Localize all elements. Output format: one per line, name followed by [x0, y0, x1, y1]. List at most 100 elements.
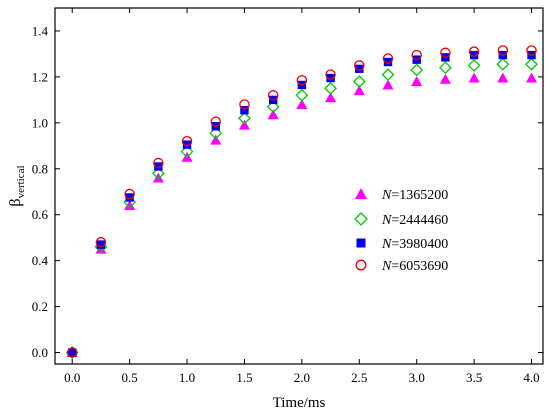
- legend-label-2-prefix: N: [381, 213, 392, 228]
- legend-entry-2: N=2444460: [354, 212, 448, 228]
- plot-frame: [54, 7, 544, 365]
- data-point-series-4: [153, 157, 164, 169]
- data-point-series-3: [326, 73, 335, 83]
- data-point-series-4: [95, 237, 107, 248]
- y-axis-label-main: β: [7, 198, 24, 206]
- y-tick-label: 0.0: [32, 345, 48, 360]
- y-tick-labels: 0.0 0.2 0.4 0.6 0.8 1.0 1.2 1.4: [32, 23, 49, 360]
- data-point-series-1: [124, 200, 136, 211]
- y-tick-label: 1.4: [32, 23, 49, 38]
- data-point-series-4: [382, 53, 394, 64]
- data-point-series-3: [125, 193, 134, 202]
- data-point-series-1: [382, 79, 394, 90]
- data-point-series-3: [355, 64, 364, 74]
- data-point-series-2: [295, 88, 309, 102]
- data-point-series-2: [467, 59, 481, 72]
- data-point-series-1: [468, 72, 480, 83]
- x-tick-label: 2.5: [351, 370, 367, 385]
- legend-entry-3: N=3980400: [356, 237, 448, 252]
- y-tick-label: 0.8: [32, 161, 48, 176]
- data-point-series-1: [267, 109, 279, 120]
- data-point-series-4: [267, 90, 279, 101]
- x-tick-label: 3.5: [466, 370, 482, 385]
- legend-entry-1: N=1365200: [355, 188, 448, 203]
- data-point-series-1: [439, 73, 451, 84]
- data-point-series-4: [325, 69, 336, 80]
- data-point-series-4: [239, 99, 250, 110]
- svg-text:N=3980400: N=3980400: [381, 237, 448, 252]
- legend-label-3-prefix: N: [381, 237, 392, 252]
- data-point-series-3: [68, 348, 77, 357]
- legend-marker-diamond: [354, 212, 368, 226]
- y-tick-label: 1.2: [32, 69, 48, 84]
- data-point-series-2: [352, 75, 366, 88]
- data-point-series-4: [66, 347, 78, 358]
- data-point-series-3: [96, 240, 106, 249]
- x-tick-label: 0.0: [64, 370, 80, 385]
- x-tick-label: 2.0: [294, 370, 310, 385]
- data-point-series-1: [296, 98, 308, 109]
- legend-label-1-value: =1365200: [391, 188, 448, 203]
- legend-label-2-value: =2444460: [391, 213, 448, 228]
- data-point-series-2: [438, 61, 452, 75]
- data-point-series-4: [124, 188, 135, 200]
- data-markers: [65, 45, 538, 359]
- data-point-series-4: [526, 45, 537, 56]
- data-point-series-2: [381, 68, 395, 82]
- y-tick-label: 0.6: [32, 207, 49, 222]
- data-point-series-1: [497, 72, 509, 83]
- legend-marker-triangle: [355, 188, 367, 199]
- data-point-series-3: [469, 50, 479, 60]
- data-point-series-2: [525, 57, 538, 71]
- data-point-series-4: [440, 47, 451, 59]
- svg-text:N=1365200: N=1365200: [381, 188, 448, 203]
- data-point-series-4: [354, 60, 365, 71]
- legend-label-4-value: =6053690: [391, 259, 448, 274]
- data-point-series-1: [411, 75, 423, 86]
- data-point-series-2: [410, 63, 424, 77]
- data-point-series-4: [411, 49, 422, 61]
- data-point-series-2: [266, 100, 280, 114]
- data-point-series-3: [383, 57, 393, 67]
- y-tick-label: 1.0: [32, 115, 48, 130]
- data-point-series-3: [154, 162, 163, 171]
- data-point-series-4: [296, 75, 308, 86]
- y-tick-label: 0.2: [32, 299, 48, 314]
- data-point-series-2: [209, 126, 223, 140]
- x-tick-label: 0.5: [122, 370, 138, 385]
- data-point-series-1: [526, 72, 538, 83]
- data-point-series-3: [182, 140, 192, 149]
- legend-entry-4: N=6053690: [355, 259, 448, 274]
- data-point-series-1: [325, 92, 337, 103]
- x-tick-label: 1.0: [179, 370, 195, 385]
- data-point-series-4: [210, 116, 222, 127]
- data-point-series-1: [353, 85, 365, 96]
- data-point-series-2: [496, 57, 510, 71]
- legend-label-1-prefix: N: [381, 188, 392, 203]
- data-point-series-2: [151, 166, 165, 180]
- y-axis-label-sub: vertical: [15, 165, 27, 198]
- y-tick-label: 0.4: [32, 253, 49, 268]
- data-point-series-2: [238, 111, 251, 125]
- x-axis-label: Time/ms: [273, 395, 326, 411]
- data-point-series-4: [181, 135, 193, 147]
- data-point-series-1: [152, 172, 164, 183]
- data-point-series-2: [180, 145, 194, 158]
- axis-ticks: [55, 8, 543, 364]
- x-tick-label: 4.0: [523, 370, 539, 385]
- legend-marker-circle: [355, 259, 367, 271]
- x-tick-label: 1.5: [236, 370, 252, 385]
- y-axis-label: βvertical: [7, 165, 27, 206]
- data-point-series-3: [240, 106, 249, 115]
- data-point-series-2: [324, 81, 337, 95]
- legend-marker-square: [356, 238, 366, 248]
- data-point-series-4: [468, 46, 480, 57]
- svg-text:N=2444460: N=2444460: [381, 213, 448, 228]
- x-tick-label: 3.0: [409, 370, 425, 385]
- data-point-series-4: [497, 45, 509, 56]
- x-tick-labels: 0.0 0.5 1.0 1.5 2.0 2.5 3.0 3.5 4.0: [64, 370, 540, 385]
- svg-text:N=6053690: N=6053690: [381, 259, 448, 274]
- legend-label-4-prefix: N: [381, 259, 392, 274]
- legend: N=1365200 N=2444460 N=3980400 N=6053690: [354, 188, 448, 274]
